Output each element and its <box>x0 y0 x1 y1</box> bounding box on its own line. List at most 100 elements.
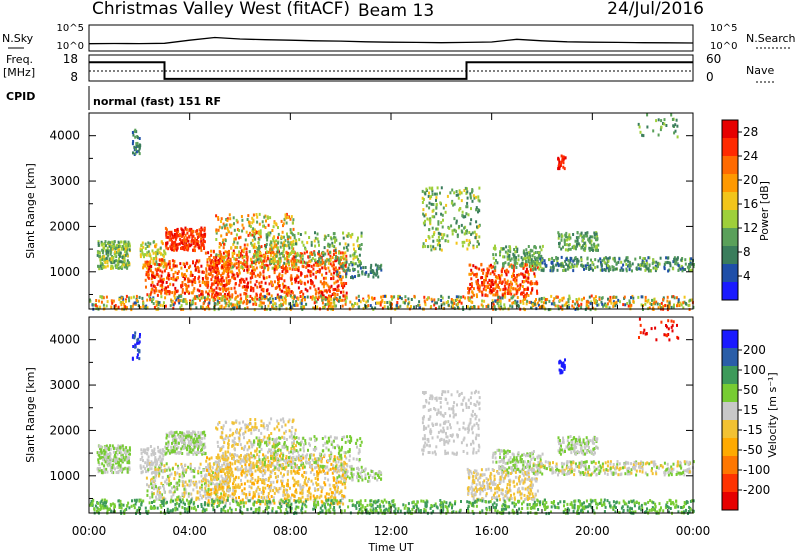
echo-cell <box>231 293 234 297</box>
echo-cell <box>310 243 313 247</box>
echo-cell <box>219 305 222 309</box>
echo-cell <box>201 437 204 441</box>
echo-cell <box>340 281 343 285</box>
echo-cell <box>450 300 453 304</box>
echo-cell <box>531 288 534 292</box>
echo-cell <box>179 262 182 266</box>
echo-cell <box>234 297 237 301</box>
echo-cell <box>329 262 332 266</box>
echo-cell <box>494 253 497 257</box>
echo-cell <box>137 144 140 148</box>
echo-cell <box>159 246 162 250</box>
echo-cell <box>265 242 268 246</box>
echo-cell <box>201 431 204 435</box>
echo-cell <box>290 215 293 219</box>
echo-cell <box>262 255 265 259</box>
echo-cell <box>594 295 597 299</box>
echo-cell <box>432 239 435 243</box>
echo-cell <box>192 229 195 233</box>
echo-cell <box>234 245 237 249</box>
echo-cell <box>510 286 513 289</box>
echo-cell <box>471 199 474 203</box>
echo-cell <box>119 244 122 248</box>
echo-cell <box>221 265 224 269</box>
echo-cell <box>253 242 256 246</box>
echo-cell <box>497 286 500 289</box>
echo-cell <box>511 305 514 309</box>
echo-cell <box>275 286 278 290</box>
echo-cell <box>142 304 145 308</box>
echo-cell <box>233 286 236 290</box>
echo-cell <box>212 249 215 253</box>
echo-cell <box>245 277 248 281</box>
echo-cell <box>652 258 655 262</box>
echo-cell <box>168 265 171 269</box>
echo-cell <box>550 302 553 306</box>
echo-cell <box>413 305 415 309</box>
echo-cell <box>618 257 621 261</box>
echo-cell <box>480 303 483 307</box>
echo-cell <box>194 297 197 300</box>
echo-cell <box>662 298 665 302</box>
echo-cell <box>201 242 204 246</box>
echo-cell <box>207 293 210 297</box>
echo-cell <box>255 280 258 283</box>
echo-cell <box>247 214 250 218</box>
echo-cell <box>215 228 218 232</box>
echo-cell <box>292 218 295 222</box>
echo-cell <box>216 294 219 298</box>
echo-cell <box>329 286 332 290</box>
echo-cell <box>160 295 163 299</box>
echo-cell <box>601 268 604 272</box>
echo-cell <box>468 239 471 243</box>
echo-cell <box>509 245 511 249</box>
echo-cell <box>145 470 147 474</box>
echo-cell <box>219 256 221 260</box>
echo-cell <box>283 257 286 261</box>
echo-cell <box>281 236 284 239</box>
echo-cell <box>114 304 117 307</box>
echo-cell <box>356 264 359 268</box>
echo-cell <box>284 239 287 243</box>
echo-cell <box>280 304 283 308</box>
echo-cell <box>215 270 218 274</box>
echo-cell <box>460 301 463 305</box>
echo-cell <box>117 248 120 252</box>
echo-cell <box>118 257 120 261</box>
echo-cell <box>563 240 566 244</box>
echo-cell <box>186 231 189 235</box>
echo-cell <box>287 240 290 244</box>
echo-cell <box>558 167 561 171</box>
echo-cell <box>428 201 431 205</box>
echo-cell <box>331 244 334 248</box>
echo-cell <box>107 453 109 456</box>
echo-cell <box>503 284 506 288</box>
echo-cell <box>551 261 554 265</box>
echo-cell <box>115 259 118 263</box>
echo-cell <box>278 272 281 276</box>
echo-cell <box>106 470 109 474</box>
echo-cell <box>154 262 156 266</box>
echo-cell <box>152 261 155 265</box>
echo-cell <box>282 300 285 304</box>
echo-cell <box>463 226 466 230</box>
echo-cell <box>504 294 507 298</box>
echo-cell <box>365 270 368 274</box>
echo-cell <box>206 260 209 264</box>
echo-cell <box>97 240 100 244</box>
echo-cell <box>322 296 325 300</box>
echo-cell <box>302 261 304 265</box>
echo-cell <box>98 444 101 448</box>
echo-cell <box>120 303 123 307</box>
echo-cell <box>440 294 443 298</box>
echo-cell <box>200 239 203 243</box>
echo-cell <box>255 231 258 234</box>
echo-cell <box>327 261 330 265</box>
echo-cell <box>223 299 226 303</box>
echo-cell <box>342 236 345 240</box>
echo-cell <box>466 229 468 233</box>
echo-cell <box>532 268 535 271</box>
echo-cell <box>225 279 228 283</box>
echo-cell <box>318 270 321 274</box>
echo-cell <box>261 296 264 300</box>
